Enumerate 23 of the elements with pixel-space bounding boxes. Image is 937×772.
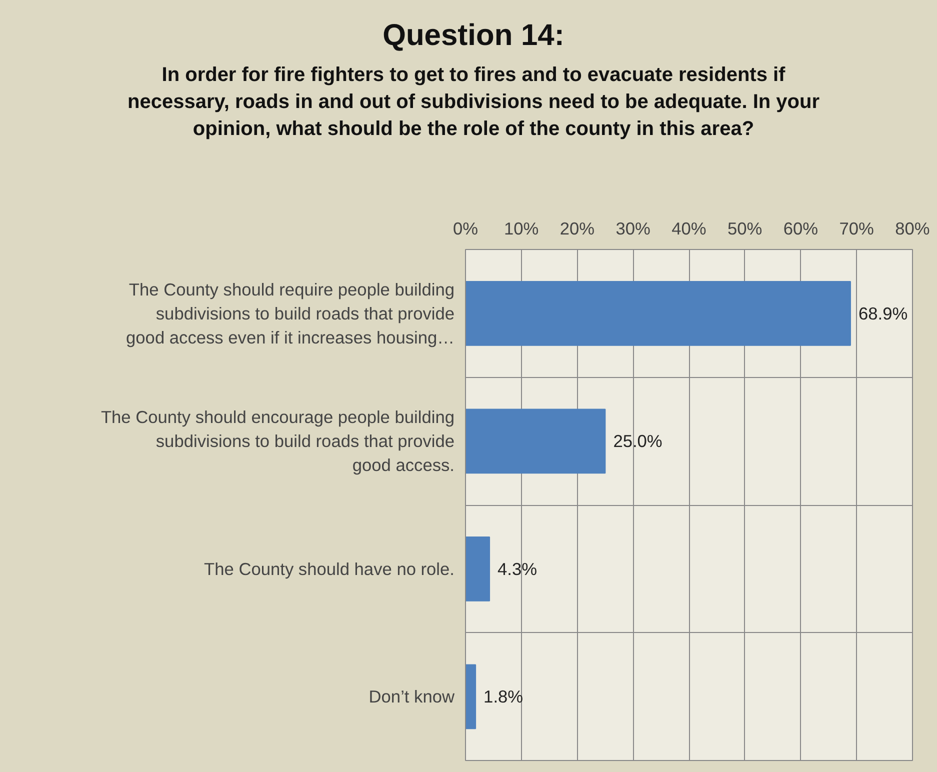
data-label: 1.8% [484, 686, 524, 707]
data-label: 68.9% [858, 303, 908, 324]
bar [466, 408, 606, 474]
data-label: 4.3% [498, 558, 538, 579]
x-tick-label: 20% [560, 218, 595, 238]
x-tick-label: 50% [728, 218, 762, 238]
x-tick-label: 80% [895, 218, 930, 238]
y-tick-label: The County should encourage people building subdivisions to build roads that provide good access. [100, 407, 455, 476]
x-tick-label: 30% [616, 218, 650, 238]
x-tick-label: 10% [504, 218, 539, 238]
bar [466, 280, 851, 346]
chart-subtitle: In order for fire fighters to get to fires and to evacuate residents if necessary, roads in and out of subdivisions need to be adequate. In your opinion, what should be the role of the county in this area? [126, 62, 820, 142]
data-label: 25.0% [613, 431, 662, 452]
x-tick-label: 0% [452, 218, 478, 238]
bar [466, 536, 490, 602]
y-tick-label: The County should have no role. [204, 558, 455, 579]
x-tick-label: 40% [672, 218, 706, 238]
y-tick-label: Don’t know [368, 686, 455, 707]
x-tick-label: 60% [783, 218, 818, 238]
bar [466, 664, 476, 730]
x-tick-label: 70% [839, 218, 874, 238]
chart-title: Question 14: [382, 18, 566, 54]
y-tick-label: The County should require people building subdivisions to build roads that provide good access even if it increases housing… [126, 279, 455, 348]
